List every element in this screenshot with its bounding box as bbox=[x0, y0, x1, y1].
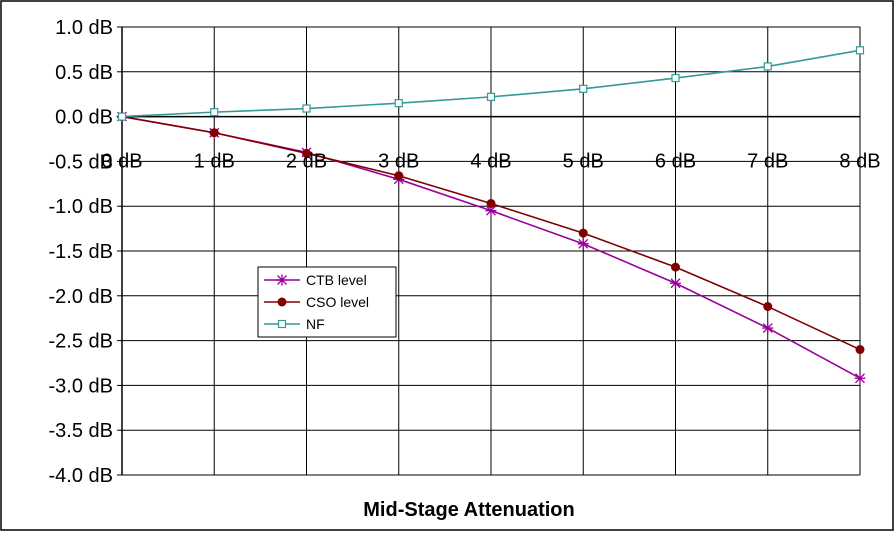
data-point bbox=[762, 322, 774, 334]
y-tick-label: -1.0 dB bbox=[49, 196, 113, 218]
data-point bbox=[763, 302, 773, 312]
data-point bbox=[486, 199, 496, 209]
y-tick-label: -1.5 dB bbox=[49, 241, 113, 263]
x-tick-label: 7 dB bbox=[747, 151, 788, 173]
x-tick-label: 5 dB bbox=[563, 151, 604, 173]
series-lines bbox=[116, 46, 866, 384]
data-point bbox=[210, 108, 219, 117]
data-point bbox=[209, 128, 219, 138]
data-point bbox=[485, 205, 497, 217]
x-tick-label: 3 dB bbox=[378, 151, 419, 173]
legend-item: CTB level bbox=[264, 272, 367, 288]
data-point bbox=[302, 104, 311, 113]
data-point bbox=[855, 46, 865, 55]
data-point bbox=[671, 73, 680, 83]
data-point bbox=[855, 345, 865, 355]
y-tick-label: -3.0 dB bbox=[49, 375, 113, 397]
legend-label: CSO level bbox=[306, 294, 369, 310]
y-tick-label: -3.5 dB bbox=[49, 420, 113, 442]
legend-marker bbox=[276, 274, 288, 286]
y-tick-label: -0.5 dB bbox=[49, 151, 113, 173]
legend-marker bbox=[277, 319, 287, 329]
y-tick-label: -2.0 dB bbox=[49, 286, 113, 308]
data-point bbox=[578, 228, 588, 238]
y-tick-label: -4.0 dB bbox=[49, 465, 113, 487]
data-point bbox=[671, 262, 680, 272]
x-tick-label: 1 dB bbox=[194, 151, 235, 173]
data-point bbox=[577, 238, 589, 250]
data-point bbox=[394, 99, 403, 108]
data-point bbox=[117, 112, 127, 121]
x-tick-label: 4 dB bbox=[470, 151, 511, 173]
x-tick-label: 8 dB bbox=[839, 151, 880, 173]
legend-label: CTB level bbox=[306, 272, 367, 288]
data-point bbox=[302, 148, 311, 158]
legend: CTB level CSO level NF bbox=[257, 266, 397, 338]
x-tick-label: 0 dB bbox=[101, 151, 142, 173]
data-point bbox=[394, 171, 404, 181]
y-tick-label: 0.5 dB bbox=[55, 62, 113, 84]
tick-labels: 1.0 dB 0.5 dB 0.0 dB -0.5 dB -1.0 dB -1.5 dB -… bbox=[49, 17, 881, 487]
legend-item: NF bbox=[264, 316, 325, 332]
legend-item: CSO level bbox=[264, 294, 369, 310]
legend-marker bbox=[277, 297, 287, 307]
data-point bbox=[486, 92, 496, 101]
x-tick-label: 2 dB bbox=[286, 151, 327, 173]
legend-label: NF bbox=[306, 316, 325, 332]
series-nf bbox=[117, 46, 865, 121]
x-axis-title: Mid-Stage Attenuation bbox=[363, 499, 574, 521]
x-tick-label: 6 dB bbox=[655, 151, 696, 173]
data-point bbox=[670, 277, 681, 289]
y-tick-label: 0.0 dB bbox=[55, 107, 113, 129]
data-point bbox=[579, 84, 588, 93]
y-tick-label: 1.0 dB bbox=[55, 17, 113, 39]
data-point bbox=[854, 372, 866, 384]
series-cso-level bbox=[117, 112, 865, 355]
y-tick-label: -2.5 dB bbox=[49, 331, 113, 353]
data-point bbox=[763, 62, 772, 71]
